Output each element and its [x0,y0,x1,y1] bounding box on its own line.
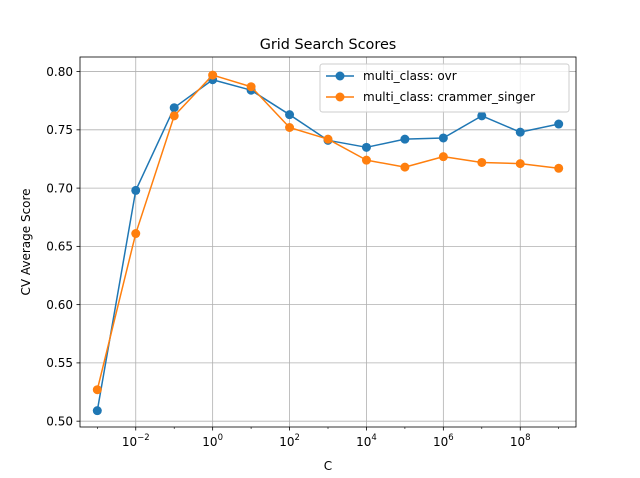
x-tick-label-base: 10 [122,435,137,449]
data-point [246,82,256,92]
x-tick-label-base: 10 [202,435,217,449]
x-tick-label-base: 10 [356,435,371,449]
y-tick-label: 0.55 [46,356,73,370]
data-point [477,111,487,121]
legend: multi_class: ovr multi_class: crammer_sin… [319,63,570,113]
data-point [285,110,295,120]
legend-box [319,63,570,113]
legend-marker [335,92,345,102]
y-tick-label: 0.80 [46,65,73,79]
data-point [131,229,141,239]
y-tick-label: 0.70 [46,181,73,195]
x-tick-label: 102 [279,433,300,449]
x-axis-label: C [324,459,332,473]
y-tick-label: 0.75 [46,123,73,137]
data-point [361,155,371,165]
x-tick-label: 104 [356,433,377,449]
y-tick-label: 0.50 [46,414,73,428]
x-tick-label: 106 [433,433,454,449]
series-layer [92,70,564,416]
y-tick-label: 0.60 [46,298,73,312]
data-point [169,111,179,121]
x-tick-label: 10−2 [122,433,150,449]
x-tick-label-exponent: 8 [525,433,530,443]
x-tick-label-base: 10 [433,435,448,449]
x-tick-label: 108 [510,433,531,449]
x-tick-label-exponent: 0 [218,433,223,443]
x-tick-label-exponent: −2 [137,433,150,443]
x-tick-label-exponent: 6 [448,433,453,443]
data-point [92,406,102,416]
data-point [361,142,371,152]
series-1 [92,70,564,395]
data-point [131,185,141,195]
x-tick-label-exponent: 2 [294,433,299,443]
data-point [400,134,410,144]
y-axis-label: CV Average Score [19,188,33,295]
data-point [554,163,564,173]
data-point [554,119,564,129]
chart-title: Grid Search Scores [260,37,397,53]
data-point [92,385,102,395]
data-point [400,162,410,172]
data-point [515,127,525,137]
x-tick-label-exponent: 4 [371,433,376,443]
data-point [438,152,448,162]
x-tick-label: 100 [202,433,223,449]
legend-label: multi_class: crammer_singer [363,90,535,104]
plot-area-background [80,57,576,427]
data-point [477,157,487,167]
y-tick-label: 0.65 [46,240,73,254]
data-point [208,70,218,80]
data-point [285,123,295,133]
data-point [323,134,333,144]
legend-marker [335,71,345,81]
data-point [515,159,525,169]
x-tick-label-base: 10 [510,435,525,449]
data-point [438,133,448,143]
legend-label: multi_class: ovr [363,69,457,83]
x-tick-label-base: 10 [279,435,294,449]
data-point [169,103,179,113]
